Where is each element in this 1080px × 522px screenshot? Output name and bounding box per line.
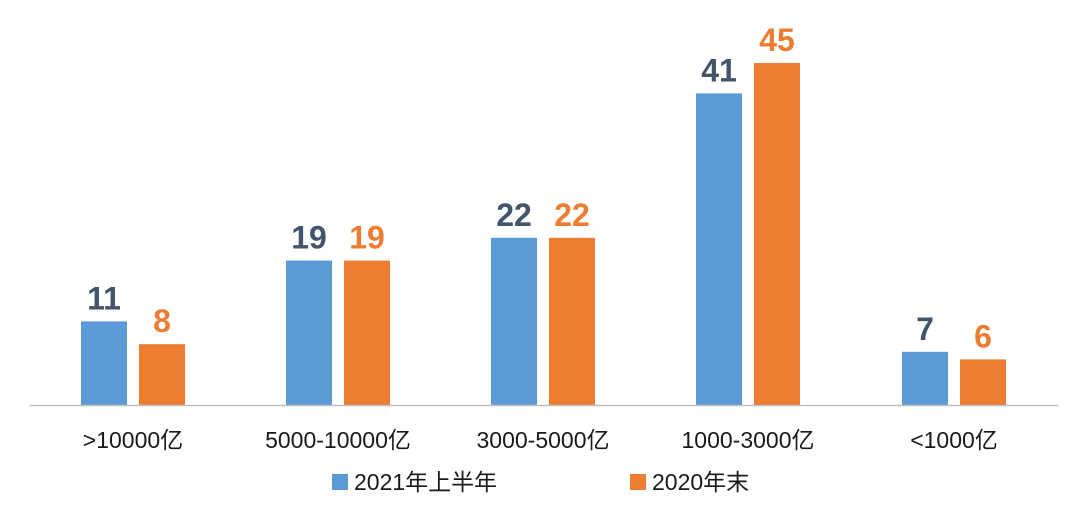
bar-series2-3	[754, 63, 800, 405]
category-label-4: <1000亿	[910, 427, 998, 453]
category-labels-layer: >10000亿 5000-10000亿 3000-5000亿 1000-3000亿 <1…	[83, 427, 998, 453]
bar-series1-2	[491, 237, 537, 405]
value-label-series1-2: 22	[496, 197, 532, 233]
category-label-3: 1000-3000亿	[682, 427, 815, 453]
value-labels-layer: 11 8 19 19 22 22 41 45 7 6	[87, 22, 992, 354]
bars-layer	[81, 63, 1006, 406]
value-label-series2-1: 19	[349, 220, 385, 256]
value-label-series1-3: 41	[701, 52, 737, 88]
category-label-1: 5000-10000亿	[265, 427, 411, 453]
value-label-series1-0: 11	[87, 280, 121, 316]
bar-series1-0	[81, 321, 127, 405]
bar-series1-3	[696, 93, 742, 406]
value-label-series2-3: 45	[759, 22, 795, 58]
legend-swatch-series2	[630, 474, 646, 490]
bar-series2-4	[960, 359, 1006, 405]
legend: 2021年上半年 2020年末	[332, 469, 749, 495]
bar-series1-1	[286, 260, 332, 405]
legend-label-series1: 2021年上半年	[354, 469, 497, 495]
category-label-2: 3000-5000亿	[477, 427, 610, 453]
category-label-0: >10000亿	[83, 427, 183, 453]
bar-series1-4	[902, 351, 948, 405]
legend-label-series2: 2020年末	[652, 469, 749, 495]
value-label-series2-4: 6	[974, 318, 992, 354]
value-label-series1-1: 19	[291, 220, 327, 256]
value-label-series2-2: 22	[554, 197, 590, 233]
bar-series2-0	[139, 344, 185, 405]
value-label-series1-4: 7	[916, 311, 934, 347]
legend-swatch-series1	[332, 474, 348, 490]
bar-series2-2	[549, 237, 595, 405]
value-label-series2-0: 8	[153, 303, 171, 339]
bar-series2-1	[344, 260, 390, 405]
